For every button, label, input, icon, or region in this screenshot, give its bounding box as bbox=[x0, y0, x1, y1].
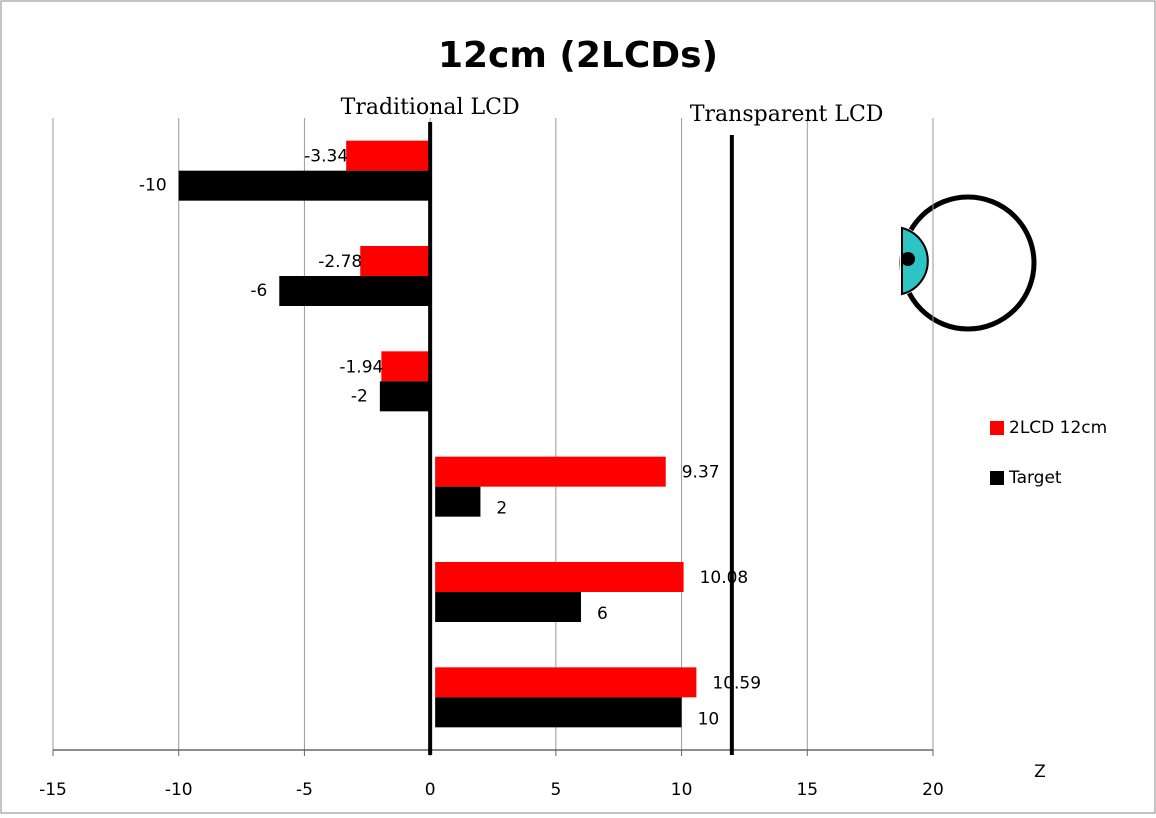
x-tick-label: 5 bbox=[550, 780, 561, 800]
data-label: 9.37 bbox=[682, 463, 720, 483]
data-label: -3.34 bbox=[304, 147, 348, 167]
x-tick-label: 10 bbox=[671, 780, 693, 800]
eye-iris bbox=[901, 226, 929, 296]
legend-swatch bbox=[990, 471, 1004, 485]
x-tick-label: 15 bbox=[796, 780, 818, 800]
x-tick-label: -5 bbox=[296, 780, 313, 800]
bar bbox=[279, 276, 431, 306]
data-label: -2.78 bbox=[318, 252, 362, 272]
bar bbox=[346, 140, 431, 171]
data-label: 2 bbox=[496, 499, 507, 519]
bar bbox=[435, 486, 481, 517]
data-label: 10.08 bbox=[700, 568, 749, 588]
bar bbox=[360, 246, 431, 276]
annotation: Traditional LCD bbox=[341, 95, 520, 120]
x-tick-label: 20 bbox=[922, 780, 944, 800]
legend-label: 2LCD 12cm bbox=[1009, 418, 1107, 438]
bar bbox=[435, 697, 682, 728]
bar bbox=[435, 456, 666, 487]
eye-icon bbox=[899, 194, 1037, 332]
annotation: Transparent LCD bbox=[690, 102, 884, 127]
bar bbox=[379, 381, 431, 412]
legend-label: Target bbox=[1008, 468, 1062, 488]
bar bbox=[178, 170, 431, 201]
data-label: -2 bbox=[351, 386, 368, 406]
chart-title: 12cm (2LCDs) bbox=[438, 35, 718, 76]
data-label: -10 bbox=[139, 176, 167, 196]
bar bbox=[435, 562, 684, 592]
data-label: 10.59 bbox=[712, 673, 761, 693]
x-tick-label: 0 bbox=[425, 780, 436, 800]
data-label: -1.94 bbox=[339, 357, 383, 377]
x-tick-label: -15 bbox=[39, 780, 67, 800]
data-label: 6 bbox=[597, 604, 608, 624]
data-label: -6 bbox=[250, 281, 267, 301]
legend-swatch bbox=[990, 421, 1004, 435]
bar bbox=[435, 667, 697, 698]
bar bbox=[381, 351, 431, 382]
data-label: 10 bbox=[698, 709, 720, 729]
eye-pupil bbox=[901, 252, 915, 266]
bar bbox=[435, 592, 581, 622]
x-axis-label: Z bbox=[1034, 762, 1046, 782]
x-tick-label: -10 bbox=[165, 780, 193, 800]
